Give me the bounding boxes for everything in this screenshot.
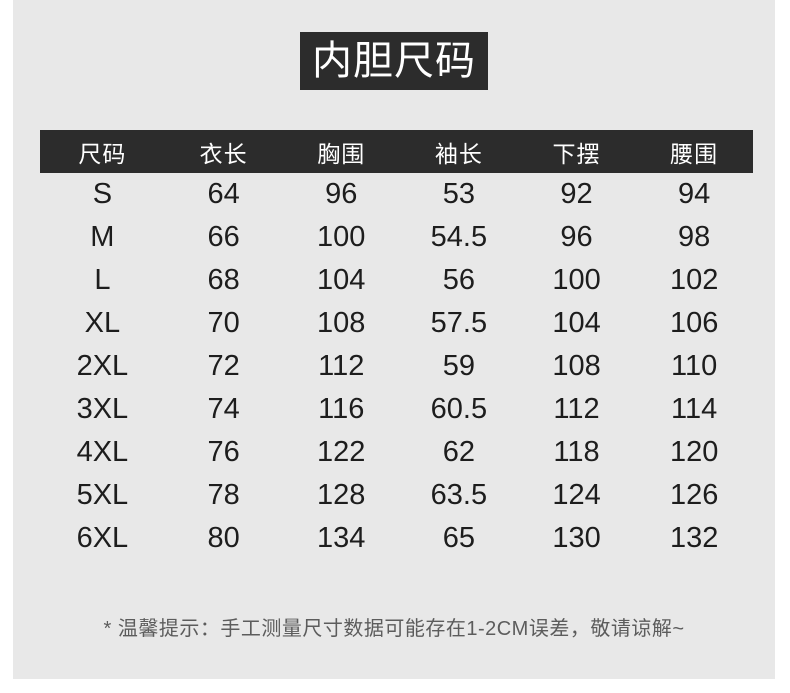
size-label-cell: 6XL xyxy=(76,522,129,554)
table-cell: 76 xyxy=(207,436,240,468)
table-cell: 116 xyxy=(318,393,365,425)
table-cell: 102 xyxy=(669,264,719,296)
size-label-cell: 3XL xyxy=(76,393,129,425)
table-cell: 104 xyxy=(317,264,366,296)
measurement-disclaimer: * 温馨提示：手工测量尺寸数据可能存在1-2CM误差，敬请谅解~ xyxy=(103,618,685,640)
table-cell: 134 xyxy=(317,522,366,554)
table-cell: 54.5 xyxy=(430,221,488,253)
table-cell: 120 xyxy=(669,436,719,468)
size-label-cell: S xyxy=(92,178,113,210)
table-row: M 66 100 54.5 96 98 xyxy=(40,216,753,259)
table-row: 5XL 78 128 63.5 124 126 xyxy=(40,474,753,517)
column-header-bust: 胸围 xyxy=(282,130,401,173)
table-cell: 112 xyxy=(318,350,365,382)
size-label-cell: 4XL xyxy=(76,436,129,468)
table-cell: 94 xyxy=(678,178,711,210)
title-banner: 内胆尺码 xyxy=(300,32,488,90)
table-cell: 78 xyxy=(207,479,240,511)
table-cell: 53 xyxy=(442,178,475,210)
size-table: 尺码 衣长 胸围 袖长 下摆 腰围 S 64 96 53 92 94 M 66 100 54.5 96 98 L 6… xyxy=(40,130,753,560)
table-cell: 100 xyxy=(552,264,601,296)
table-cell: 62 xyxy=(442,436,475,468)
table-cell: 108 xyxy=(552,350,601,382)
table-cell: 100 xyxy=(317,221,366,253)
table-row: S 64 96 53 92 94 xyxy=(40,173,753,216)
table-cell: 126 xyxy=(669,479,719,511)
table-cell: 56 xyxy=(442,264,475,296)
table-cell: 68 xyxy=(207,264,240,296)
table-cell: 92 xyxy=(560,178,593,210)
table-cell: 60.5 xyxy=(430,393,488,425)
size-label-cell: M xyxy=(90,221,115,253)
column-header-hem: 下摆 xyxy=(517,130,636,173)
table-cell: 64 xyxy=(207,178,240,210)
table-cell: 114 xyxy=(671,393,718,425)
size-table-head: 尺码 衣长 胸围 袖长 下摆 腰围 xyxy=(40,130,753,173)
table-cell: 124 xyxy=(552,479,601,511)
table-cell: 70 xyxy=(207,307,240,339)
table-cell: 130 xyxy=(552,522,601,554)
table-cell: 112 xyxy=(553,393,600,425)
table-cell: 96 xyxy=(560,221,593,253)
table-cell: 98 xyxy=(678,221,711,253)
table-cell: 63.5 xyxy=(430,479,488,511)
table-cell: 65 xyxy=(442,522,475,554)
table-cell: 122 xyxy=(317,436,366,468)
size-label-cell: XL xyxy=(84,307,121,339)
column-header-size: 尺码 xyxy=(40,130,165,173)
table-cell: 57.5 xyxy=(430,307,488,339)
column-header-waist: 腰围 xyxy=(635,130,753,173)
table-row: L 68 104 56 100 102 xyxy=(40,259,753,302)
table-cell: 66 xyxy=(207,221,240,253)
size-label-cell: 2XL xyxy=(76,350,129,382)
size-table-header-row: 尺码 衣长 胸围 袖长 下摆 腰围 xyxy=(40,130,753,173)
table-cell: 59 xyxy=(442,350,475,382)
table-row: 3XL 74 116 60.5 112 114 xyxy=(40,388,753,431)
table-row: 6XL 80 134 65 130 132 xyxy=(40,517,753,560)
table-cell: 118 xyxy=(553,436,600,468)
column-header-sleeve-length: 袖长 xyxy=(400,130,518,173)
table-row: 2XL 72 112 59 108 110 xyxy=(40,345,753,388)
table-cell: 72 xyxy=(207,350,240,382)
size-table-body: S 64 96 53 92 94 M 66 100 54.5 96 98 L 68 104 56 100 102 X… xyxy=(40,173,753,560)
table-cell: 108 xyxy=(317,307,366,339)
table-cell: 110 xyxy=(671,350,718,382)
size-label-cell: 5XL xyxy=(76,479,129,511)
size-chart-panel: 内胆尺码 尺码 衣长 胸围 袖长 下摆 腰围 S 64 96 53 92 94 M 66 100 54.5 9… xyxy=(13,0,775,679)
table-row: XL 70 108 57.5 104 106 xyxy=(40,302,753,345)
page-title: 内胆尺码 xyxy=(312,39,476,83)
table-cell: 104 xyxy=(552,307,601,339)
column-header-garment-length: 衣长 xyxy=(164,130,283,173)
table-row: 4XL 76 122 62 118 120 xyxy=(40,431,753,474)
table-cell: 74 xyxy=(207,393,240,425)
table-cell: 106 xyxy=(669,307,719,339)
table-cell: 80 xyxy=(207,522,240,554)
size-label-cell: L xyxy=(94,264,111,296)
table-cell: 96 xyxy=(325,178,358,210)
table-cell: 128 xyxy=(317,479,366,511)
table-cell: 132 xyxy=(669,522,719,554)
